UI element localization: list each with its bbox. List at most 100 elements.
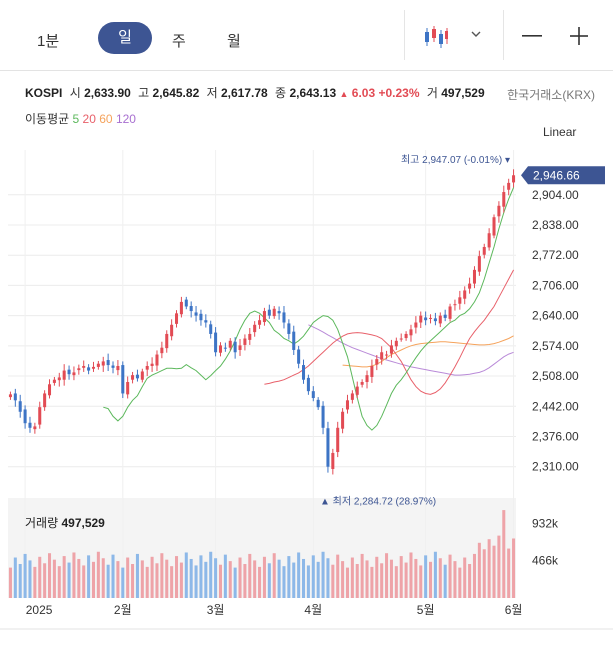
volume-bar (350, 557, 354, 598)
chevron-down-icon[interactable] (471, 31, 481, 39)
plus-icon[interactable] (570, 27, 588, 45)
open-value: 2,633.90 (84, 86, 131, 100)
volume-bar (497, 535, 501, 598)
volume-bar (365, 560, 369, 598)
candle-body (375, 359, 379, 365)
volume-bar (297, 552, 301, 598)
last-price-label: 2,946.66 (533, 168, 580, 182)
volume-bar (160, 553, 164, 598)
volume-bar (189, 558, 193, 598)
volume-bar (111, 554, 115, 598)
volume-bar (18, 564, 22, 598)
candle-body (126, 382, 130, 395)
volume-bar (380, 563, 384, 598)
volume-last: 497,529 (61, 516, 105, 530)
toolbar-divider (503, 10, 504, 60)
exchange-name: 한국거래소(KRX) (507, 88, 595, 102)
volume-bar (443, 564, 447, 598)
ma-20-line (264, 269, 515, 395)
volume-bar (419, 565, 423, 598)
volume-bar (23, 553, 27, 598)
tab-day[interactable]: 일 (98, 22, 152, 54)
candle-body (150, 363, 154, 366)
chart-toolbar: 1분 일 주 월 (0, 0, 613, 71)
volume-bar (258, 566, 262, 598)
candle-body (419, 315, 423, 323)
high-value: 2,645.82 (152, 86, 200, 100)
volume-bar (106, 564, 110, 598)
volume-bar (409, 552, 413, 598)
candle-body (453, 304, 457, 306)
candle-body (302, 365, 306, 380)
volume-bar (135, 553, 139, 598)
candle-body (306, 377, 310, 392)
candle-body (492, 217, 496, 236)
volume-bar (287, 556, 291, 598)
candle-body (243, 338, 247, 345)
candle-body (233, 341, 237, 353)
candle-body (204, 320, 208, 323)
ma-60: 60 (99, 112, 113, 126)
volume-bar (448, 554, 452, 598)
candle-body (365, 375, 369, 383)
candle-body (404, 333, 408, 339)
high-label: 고 (138, 86, 150, 100)
candle-body (258, 320, 262, 325)
quote-summary: KOSPI 시 2,633.90 고 2,645.82 저 2,617.78 종… (25, 84, 485, 101)
candle-body (248, 333, 252, 340)
volume-label: 거래량 (25, 516, 59, 530)
volume-bar (345, 567, 349, 598)
volume-bar (512, 538, 516, 598)
candle-body (443, 314, 447, 318)
candle-body (267, 309, 271, 316)
ma-5-line (103, 187, 515, 431)
volume-bar (214, 558, 218, 598)
volume-bar (321, 551, 325, 598)
candle-body (48, 384, 52, 396)
ma-5: 5 (72, 112, 80, 126)
x-tick-label: 2월 (114, 603, 132, 617)
candle-body (52, 379, 56, 383)
candle-body (477, 256, 481, 272)
tab-week[interactable]: 주 (172, 33, 186, 50)
x-tick-label: 2025 (26, 603, 53, 617)
volume-bar (52, 559, 56, 598)
candle-body (165, 333, 169, 349)
y-tick-label: 2,310.00 (532, 460, 579, 474)
candlestick-icon[interactable] (423, 26, 449, 48)
volume-bar (433, 551, 437, 598)
tab-minute[interactable]: 1분 (37, 33, 60, 50)
tab-month[interactable]: 월 (227, 33, 241, 50)
volume-bar (492, 545, 496, 598)
scale-type-selector[interactable]: Linear (543, 125, 577, 139)
candle-body (472, 269, 476, 284)
candle-body (87, 367, 91, 371)
volume-bar (91, 561, 95, 598)
candle-body (223, 347, 227, 349)
symbol: KOSPI (25, 86, 63, 100)
candle-body (91, 366, 95, 369)
candle-body (448, 306, 452, 319)
candle-body (62, 370, 66, 380)
y-tick-label: 2,772.00 (532, 248, 579, 262)
open-label: 시 (69, 86, 81, 100)
volume-bar (175, 556, 179, 598)
y-tick-label: 2,574.00 (532, 339, 579, 353)
low-label: 저 (206, 86, 218, 100)
volume-bar (458, 567, 462, 598)
minus-icon[interactable] (522, 35, 542, 37)
candle-body (502, 192, 506, 207)
volume-bar (507, 548, 511, 598)
volume-bar (414, 558, 418, 598)
candle-body (8, 394, 12, 398)
volume-bar (429, 561, 433, 598)
ma-label: 이동평균 (25, 112, 70, 126)
candle-body (121, 365, 125, 394)
volume-value: 497,529 (441, 86, 485, 100)
candle-body (409, 329, 413, 336)
candle-body (282, 312, 286, 323)
candle-body (433, 318, 437, 322)
volume-bar (155, 563, 159, 598)
candle-body (175, 313, 179, 324)
volume-bar (272, 553, 276, 598)
